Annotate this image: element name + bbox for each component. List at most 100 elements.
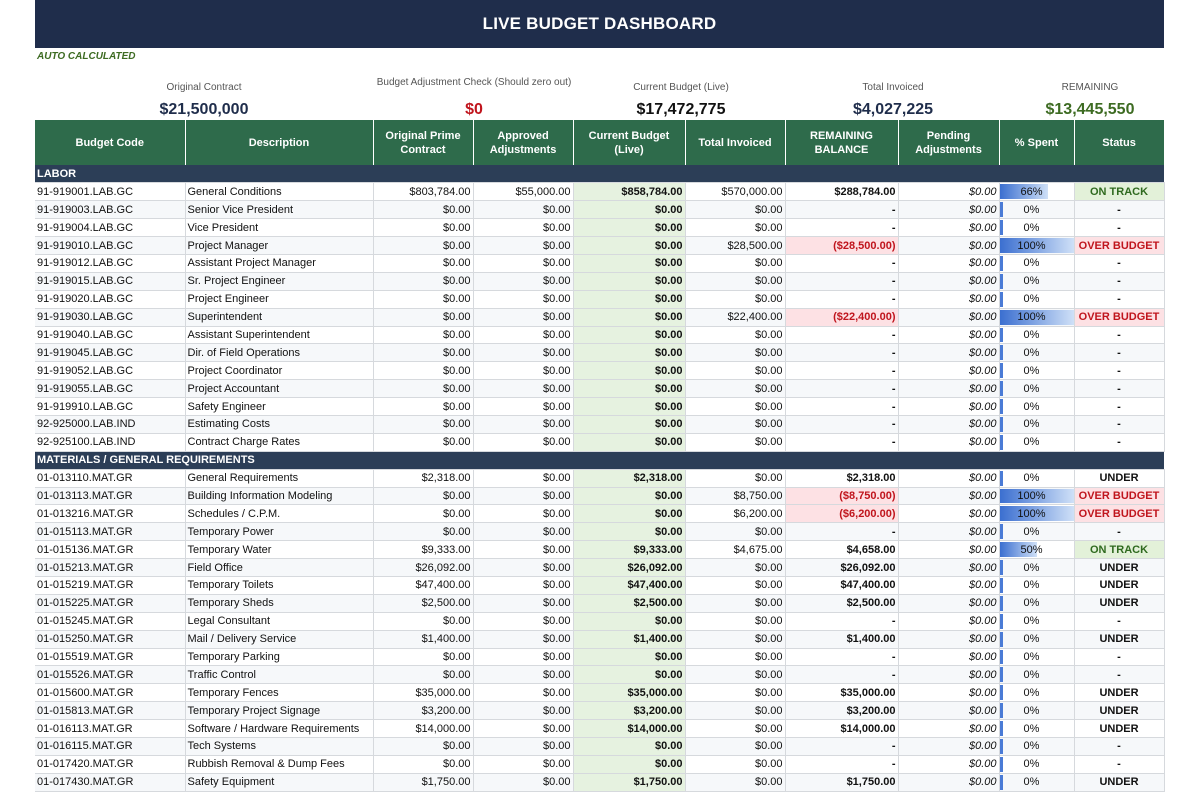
total-invoiced-cell[interactable]: $0.00 (685, 612, 786, 631)
description-cell[interactable]: Traffic Control (185, 665, 374, 685)
current-budget-cell[interactable]: $0.00 (573, 308, 686, 327)
remaining-balance-cell[interactable]: - (785, 737, 899, 756)
table-row[interactable]: 91-919045.LAB.GC Dir. of Field Operations… (35, 343, 1165, 363)
status-cell[interactable]: ON TRACK (1074, 182, 1165, 202)
approved-adjustments-cell[interactable]: $0.00 (473, 522, 574, 542)
original-contract-cell[interactable]: $0.00 (373, 433, 474, 452)
percent-spent-cell[interactable]: 66% (999, 182, 1075, 202)
pending-adjustments-cell[interactable]: $0.00 (898, 200, 1000, 220)
percent-spent-cell[interactable]: 0% (999, 469, 1075, 488)
description-cell[interactable]: Sr. Project Engineer (185, 272, 374, 291)
status-cell[interactable]: - (1074, 218, 1165, 238)
original-contract-cell[interactable]: $35,000.00 (373, 683, 474, 703)
percent-spent-cell[interactable]: 0% (999, 773, 1075, 792)
current-budget-cell[interactable]: $2,318.00 (573, 469, 686, 488)
original-contract-cell[interactable]: $1,750.00 (373, 773, 474, 792)
approved-adjustments-cell[interactable]: $0.00 (473, 487, 574, 506)
total-invoiced-cell[interactable]: $0.00 (685, 773, 786, 792)
current-budget-cell[interactable]: $47,400.00 (573, 576, 686, 595)
original-contract-cell[interactable]: $0.00 (373, 504, 474, 524)
original-contract-cell[interactable]: $0.00 (373, 361, 474, 381)
total-invoiced-cell[interactable]: $0.00 (685, 576, 786, 595)
table-row[interactable]: 01-015113.MAT.GR Temporary Power $0.00 $0.0… (35, 522, 1165, 542)
total-invoiced-cell[interactable]: $0.00 (685, 272, 786, 291)
current-budget-cell[interactable]: $9,333.00 (573, 540, 686, 560)
status-cell[interactable]: - (1074, 415, 1165, 434)
status-cell[interactable]: - (1074, 272, 1165, 291)
total-invoiced-cell[interactable]: $0.00 (685, 737, 786, 756)
description-cell[interactable]: Safety Engineer (185, 397, 374, 416)
percent-spent-cell[interactable]: 0% (999, 701, 1075, 721)
column-header-description[interactable]: Description (185, 120, 374, 165)
budget-code-cell[interactable]: 91-919020.LAB.GC (35, 290, 186, 309)
original-contract-cell[interactable]: $0.00 (373, 254, 474, 273)
total-invoiced-cell[interactable]: $4,675.00 (685, 540, 786, 560)
status-cell[interactable]: - (1074, 648, 1165, 667)
approved-adjustments-cell[interactable]: $0.00 (473, 773, 574, 792)
status-cell[interactable]: - (1074, 290, 1165, 309)
budget-code-cell[interactable]: 91-919030.LAB.GC (35, 308, 186, 327)
column-header-remaining-balance[interactable]: REMAINING BALANCE (785, 120, 899, 165)
description-cell[interactable]: Software / Hardware Requirements (185, 719, 374, 738)
table-row[interactable]: 01-015813.MAT.GR Temporary Project Signag… (35, 701, 1165, 721)
status-cell[interactable]: UNDER (1074, 576, 1165, 595)
table-row[interactable]: 01-015213.MAT.GR Field Office $26,092.00 $0… (35, 558, 1165, 577)
status-cell[interactable]: - (1074, 612, 1165, 631)
remaining-balance-cell[interactable]: - (785, 254, 899, 273)
remaining-balance-cell[interactable]: - (785, 218, 899, 238)
budget-code-cell[interactable]: 01-015813.MAT.GR (35, 701, 186, 721)
description-cell[interactable]: General Requirements (185, 469, 374, 488)
remaining-balance-cell[interactable]: $14,000.00 (785, 719, 899, 738)
approved-adjustments-cell[interactable]: $0.00 (473, 665, 574, 685)
current-budget-cell[interactable]: $0.00 (573, 200, 686, 220)
percent-spent-cell[interactable]: 0% (999, 612, 1075, 631)
pending-adjustments-cell[interactable]: $0.00 (898, 272, 1000, 291)
description-cell[interactable]: Temporary Project Signage (185, 701, 374, 721)
remaining-balance-cell[interactable]: $1,400.00 (785, 630, 899, 649)
remaining-balance-cell[interactable]: - (785, 665, 899, 685)
original-contract-cell[interactable]: $0.00 (373, 326, 474, 345)
remaining-balance-cell[interactable]: - (785, 648, 899, 667)
total-invoiced-cell[interactable]: $28,500.00 (685, 236, 786, 255)
column-header-total-invoiced[interactable]: Total Invoiced (685, 120, 786, 165)
table-row[interactable]: 91-919012.LAB.GC Assistant Project Manage… (35, 254, 1165, 273)
table-row[interactable]: 91-919052.LAB.GC Project Coordinator $0.00… (35, 361, 1165, 381)
current-budget-cell[interactable]: $0.00 (573, 236, 686, 255)
percent-spent-cell[interactable]: 100% (999, 487, 1075, 506)
table-row[interactable]: 91-919004.LAB.GC Vice President $0.00 $0.00… (35, 218, 1165, 238)
status-cell[interactable]: OVER BUDGET (1074, 487, 1165, 506)
table-row[interactable]: 91-919015.LAB.GC Sr. Project Engineer $0.0… (35, 272, 1165, 291)
table-row[interactable]: 91-919910.LAB.GC Safety Engineer $0.00 $0.0… (35, 397, 1165, 416)
remaining-balance-cell[interactable]: - (785, 361, 899, 381)
current-budget-cell[interactable]: $2,500.00 (573, 594, 686, 613)
budget-code-cell[interactable]: 91-919003.LAB.GC (35, 200, 186, 220)
approved-adjustments-cell[interactable]: $0.00 (473, 433, 574, 452)
table-row[interactable]: 01-013113.MAT.GR Building Information Mod… (35, 487, 1165, 506)
percent-spent-cell[interactable]: 0% (999, 290, 1075, 309)
budget-code-cell[interactable]: 92-925000.LAB.IND (35, 415, 186, 434)
column-header-approved-adjustments[interactable]: Approved Adjustments (473, 120, 574, 165)
table-row[interactable]: 01-017430.MAT.GR Safety Equipment $1,750.0… (35, 773, 1165, 792)
description-cell[interactable]: Project Accountant (185, 379, 374, 399)
total-invoiced-cell[interactable]: $0.00 (685, 755, 786, 774)
remaining-balance-cell[interactable]: - (785, 326, 899, 345)
description-cell[interactable]: Dir. of Field Operations (185, 343, 374, 363)
description-cell[interactable]: Project Engineer (185, 290, 374, 309)
status-cell[interactable]: - (1074, 343, 1165, 363)
description-cell[interactable]: Temporary Toilets (185, 576, 374, 595)
description-cell[interactable]: Temporary Parking (185, 648, 374, 667)
current-budget-cell[interactable]: $0.00 (573, 648, 686, 667)
status-cell[interactable]: OVER BUDGET (1074, 236, 1165, 255)
total-invoiced-cell[interactable]: $0.00 (685, 415, 786, 434)
column-header-budget-code[interactable]: Budget Code (35, 120, 186, 165)
total-invoiced-cell[interactable]: $0.00 (685, 665, 786, 685)
description-cell[interactable]: Building Information Modeling (185, 487, 374, 506)
original-contract-cell[interactable]: $26,092.00 (373, 558, 474, 577)
total-invoiced-cell[interactable]: $0.00 (685, 558, 786, 577)
remaining-balance-cell[interactable]: ($8,750.00) (785, 487, 899, 506)
approved-adjustments-cell[interactable]: $0.00 (473, 379, 574, 399)
approved-adjustments-cell[interactable]: $0.00 (473, 290, 574, 309)
current-budget-cell[interactable]: $0.00 (573, 487, 686, 506)
percent-spent-cell[interactable]: 0% (999, 397, 1075, 416)
table-row[interactable]: 01-015600.MAT.GR Temporary Fences $35,000.… (35, 683, 1165, 703)
